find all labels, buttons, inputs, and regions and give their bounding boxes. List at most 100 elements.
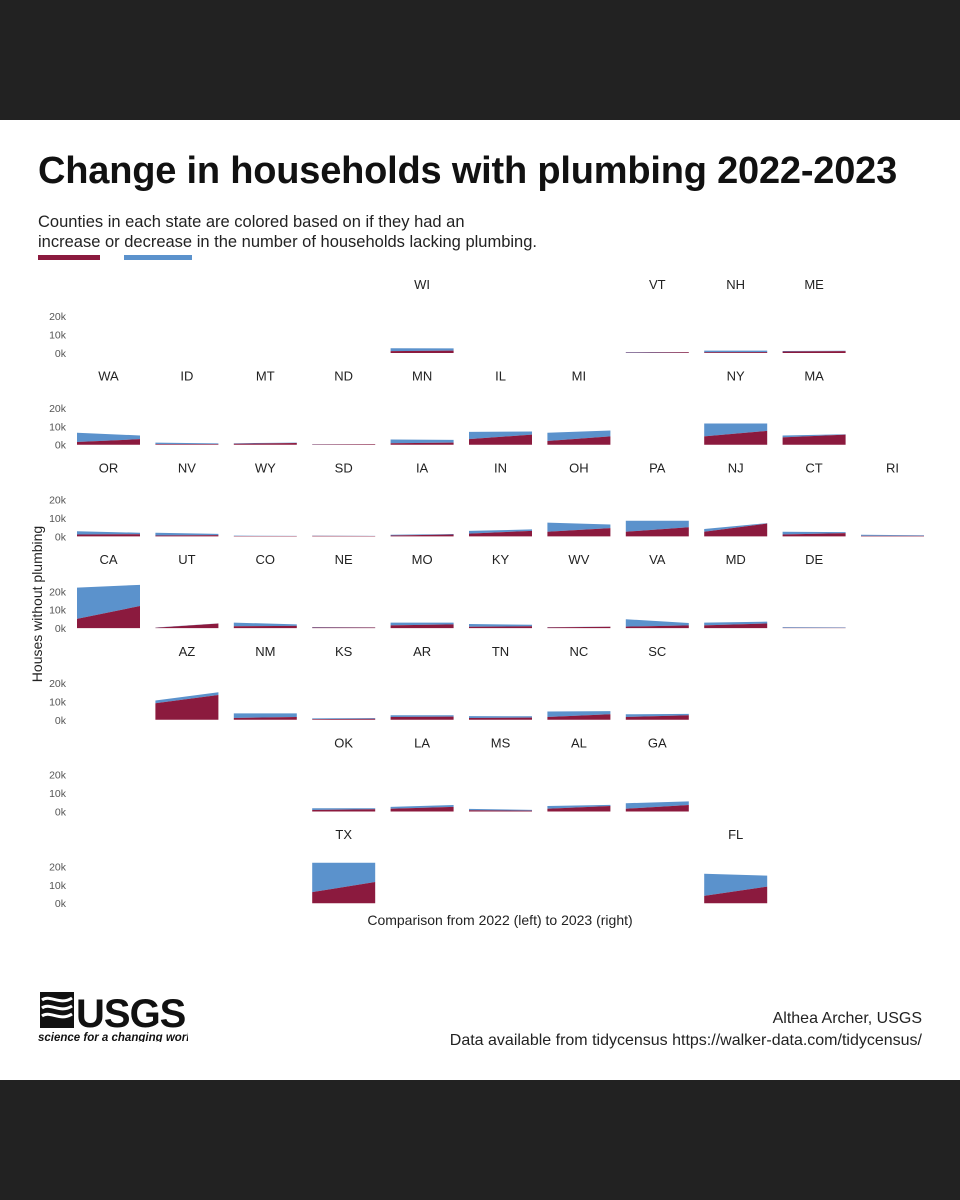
y-tick-label: 20k bbox=[49, 678, 67, 690]
y-tick-label: 20k bbox=[49, 311, 67, 323]
area-increase-fl bbox=[704, 886, 768, 904]
usgs-wave-icon bbox=[40, 992, 74, 1028]
area-decrease-wi bbox=[390, 348, 454, 352]
state-label-al: AL bbox=[571, 736, 587, 751]
decrease-legend-label: decrease bbox=[124, 233, 193, 251]
usgs-logo-mark: USGS science for a changing world bbox=[38, 992, 197, 1044]
area-decrease-il bbox=[469, 431, 532, 440]
area-increase-al bbox=[547, 805, 611, 812]
state-label-vt: VT bbox=[649, 277, 666, 292]
state-grid-chart: 0k 10k 20k 0k 10k 20k 0k 10k 20k 0k 10k 20k 0k 10k 20k… bbox=[29, 277, 924, 928]
area-increase-wi bbox=[390, 350, 454, 353]
area-decrease-nv bbox=[155, 532, 219, 536]
area-increase-or bbox=[77, 534, 140, 537]
y-tick-label: 0k bbox=[55, 623, 67, 635]
area-decrease-ok bbox=[312, 808, 376, 811]
state-label-ny: NY bbox=[727, 369, 745, 384]
area-decrease-tn bbox=[469, 716, 532, 718]
state-label-sd: SD bbox=[335, 460, 353, 475]
state-label-ca: CA bbox=[99, 552, 117, 567]
area-increase-ne bbox=[312, 627, 376, 629]
area-increase-nh bbox=[704, 352, 768, 353]
area-increase-ny bbox=[704, 430, 768, 445]
credit-source: Data available from tidycensus https://w… bbox=[449, 1032, 922, 1049]
area-increase-nm bbox=[233, 717, 297, 720]
area-decrease-ca bbox=[77, 584, 140, 619]
state-label-ga: GA bbox=[648, 736, 667, 751]
area-decrease-ri bbox=[861, 534, 924, 536]
state-label-wa: WA bbox=[98, 369, 119, 384]
y-tick-label: 10k bbox=[49, 696, 67, 708]
area-decrease-mi bbox=[547, 430, 611, 442]
area-increase-ks bbox=[312, 718, 376, 720]
y-tick-label: 10k bbox=[49, 880, 67, 892]
state-label-ut: UT bbox=[178, 552, 195, 567]
area-decrease-or bbox=[77, 531, 140, 535]
decrease-legend-swatch bbox=[124, 255, 193, 260]
subtitle-line-2: increase or decrease in the number of ho… bbox=[38, 233, 537, 260]
area-decrease-co bbox=[233, 622, 297, 627]
area-increase-ok bbox=[312, 809, 376, 812]
y-tick-label: 20k bbox=[49, 861, 67, 873]
state-label-md: MD bbox=[726, 552, 746, 567]
usgs-logo: USGS science for a changing world bbox=[38, 986, 197, 1047]
y-tick-label: 10k bbox=[49, 788, 67, 800]
area-decrease-ky bbox=[469, 624, 532, 627]
state-label-in: IN bbox=[494, 460, 507, 475]
y-tick-label: 0k bbox=[55, 531, 67, 543]
y-tick-label: 0k bbox=[55, 348, 67, 360]
state-label-co: CO bbox=[256, 552, 276, 567]
state-label-wv: WV bbox=[568, 552, 589, 567]
area-decrease-ga bbox=[625, 801, 689, 809]
state-label-tn: TN bbox=[492, 644, 509, 659]
usgs-logo-tagline: science for a changing world bbox=[38, 1032, 188, 1042]
y-tick-label: 0k bbox=[55, 715, 67, 727]
subtitle-or: or bbox=[100, 233, 125, 251]
y-tick-label: 20k bbox=[49, 770, 67, 782]
y-tick-label: 10k bbox=[49, 421, 67, 433]
state-label-ne: NE bbox=[335, 552, 353, 567]
area-increase-nd bbox=[312, 444, 376, 445]
area-decrease-fl bbox=[704, 873, 768, 896]
credit-author: Althea Archer, USGS bbox=[772, 1010, 922, 1027]
area-decrease-de bbox=[782, 627, 846, 628]
area-increase-sc bbox=[625, 715, 689, 720]
state-label-nh: NH bbox=[726, 277, 745, 292]
area-increase-pa bbox=[625, 527, 689, 537]
state-label-nj: NJ bbox=[728, 460, 744, 475]
area-decrease-ms bbox=[469, 808, 532, 811]
state-label-nd: ND bbox=[334, 369, 353, 384]
area-increase-nj bbox=[704, 523, 768, 537]
y-tick-label: 10k bbox=[49, 513, 67, 525]
area-decrease-al bbox=[547, 804, 611, 809]
area-increase-tx bbox=[312, 882, 376, 904]
y-tick-label: 0k bbox=[55, 807, 67, 819]
area-increase-nc bbox=[547, 714, 611, 720]
x-axis-title: Comparison from 2022 (left) to 2023 (rig… bbox=[367, 912, 632, 928]
area-increase-wa bbox=[77, 439, 140, 445]
area-decrease-nh bbox=[704, 350, 768, 353]
increase-legend-label: increase bbox=[38, 233, 101, 251]
area-decrease-mo bbox=[390, 622, 454, 626]
state-label-de: DE bbox=[805, 552, 823, 567]
area-increase-ca bbox=[77, 606, 140, 629]
area-decrease-nc bbox=[547, 711, 611, 718]
state-label-ks: KS bbox=[335, 644, 353, 659]
area-decrease-ny bbox=[704, 423, 768, 437]
area-decrease-nj bbox=[704, 523, 768, 532]
area-decrease-ia bbox=[390, 534, 454, 536]
area-increase-mt bbox=[233, 443, 297, 445]
y-tick-label: 20k bbox=[49, 495, 67, 507]
area-decrease-pa bbox=[625, 520, 689, 532]
state-label-or: OR bbox=[99, 460, 119, 475]
y-axis-title: Houses without plumbing bbox=[29, 526, 45, 682]
state-label-ok: OK bbox=[334, 736, 353, 751]
state-label-tx: TX bbox=[335, 827, 352, 842]
state-label-la: LA bbox=[414, 736, 430, 751]
y-tick-label: 20k bbox=[49, 586, 67, 598]
state-label-mo: MO bbox=[412, 552, 433, 567]
area-increase-ia bbox=[390, 534, 454, 537]
area-decrease-sc bbox=[625, 713, 689, 718]
decrease-legend: decrease bbox=[124, 233, 193, 260]
area-increase-id bbox=[155, 444, 219, 445]
